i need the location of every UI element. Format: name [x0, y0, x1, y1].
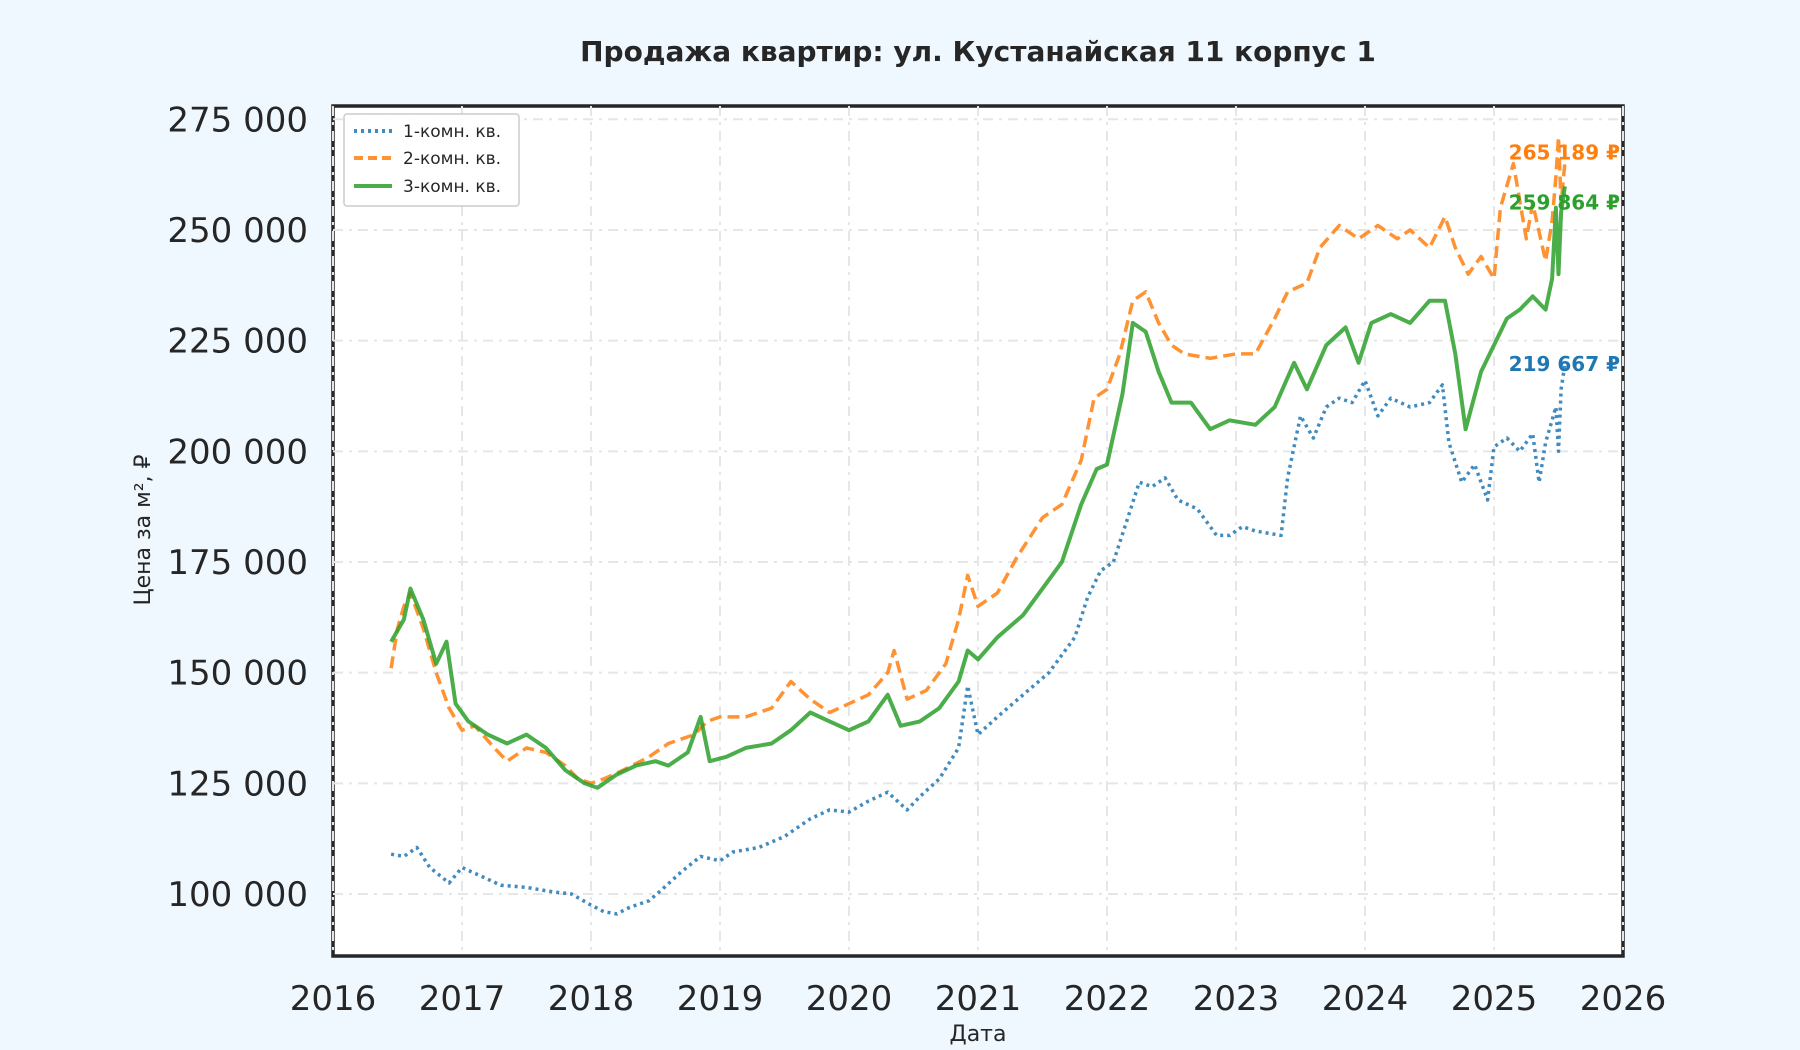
x-tick-label: 2024: [1322, 979, 1409, 1019]
series-layer: [389, 135, 1567, 916]
series-end-label-3: 259 864 ₽: [1509, 190, 1620, 214]
x-axis-label: Дата: [950, 1022, 1007, 1047]
x-axis-ticks: 2016 2017 2018 2019 2020 2021 2022 2023 2024 2025…: [290, 979, 1667, 1019]
y-tick-label: 125 000: [167, 764, 308, 804]
series-end-label-2: 265 189 ₽: [1509, 141, 1620, 165]
series-line-1: [390, 363, 1567, 916]
legend: 1-комн. кв. 2-комн. кв. 3-комн. кв.: [343, 113, 520, 207]
y-tick-label: 200 000: [167, 432, 308, 472]
chart-title: Продажа квартир: ул. Кустанайская 11 кор…: [580, 35, 1376, 68]
series-end-label-1: 219 667 ₽: [1509, 352, 1620, 376]
legend-label-2: 2-комн. кв.: [403, 149, 501, 169]
y-tick-label: 250 000: [167, 211, 308, 251]
series-line-3: [389, 186, 1567, 790]
legend-label-1: 1-комн. кв.: [403, 122, 501, 142]
x-tick-label: 2018: [548, 979, 635, 1019]
y-tick-label: 150 000: [167, 654, 308, 694]
x-tick-label: 2020: [806, 979, 893, 1019]
x-tick-label: 2021: [935, 979, 1022, 1019]
y-tick-label: 100 000: [167, 875, 308, 915]
legend-box: [343, 113, 520, 207]
y-axis-label: Цена за м², ₽: [131, 454, 156, 605]
end-labels: 219 667 ₽ 265 189 ₽ 259 864 ₽: [1509, 141, 1620, 377]
series-line-2: [389, 135, 1567, 786]
y-tick-label: 175 000: [167, 543, 308, 583]
y-axis-ticks: 100 000 125 000 150 000 175 000 200 000 225 0…: [167, 100, 308, 915]
x-tick-label: 2025: [1451, 979, 1538, 1019]
x-tick-label: 2017: [419, 979, 506, 1019]
x-tick-label: 2023: [1193, 979, 1280, 1019]
x-tick-label: 2022: [1064, 979, 1151, 1019]
x-tick-label: 2026: [1580, 979, 1667, 1019]
x-tick-label: 2016: [290, 979, 377, 1019]
y-tick-label: 275 000: [167, 100, 308, 140]
x-tick-label: 2019: [677, 979, 764, 1019]
legend-label-3: 3-комн. кв.: [403, 177, 501, 197]
y-tick-label: 225 000: [167, 322, 308, 362]
